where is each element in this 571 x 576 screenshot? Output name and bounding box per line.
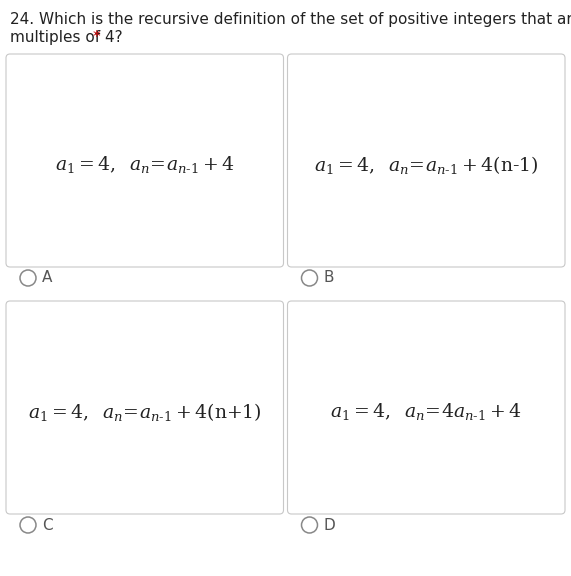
FancyBboxPatch shape xyxy=(288,301,565,514)
Text: B: B xyxy=(324,271,334,286)
Text: A: A xyxy=(42,271,53,286)
Text: $a_1 = 4, \;\; a_n\!=\!a_{n\text{-}1} + 4$: $a_1 = 4, \;\; a_n\!=\!a_{n\text{-}1} + … xyxy=(55,154,235,175)
Text: $a_1 = 4, \;\; a_n\!=\!a_{n\text{-}1} + 4(\text{n+1})$: $a_1 = 4, \;\; a_n\!=\!a_{n\text{-}1} + … xyxy=(28,400,262,423)
FancyBboxPatch shape xyxy=(6,301,283,514)
Text: C: C xyxy=(42,517,53,532)
FancyBboxPatch shape xyxy=(6,54,283,267)
Text: multiples of 4?: multiples of 4? xyxy=(10,30,127,45)
Circle shape xyxy=(301,517,317,533)
Text: D: D xyxy=(324,517,335,532)
Text: $a_1 = 4, \;\; a_n\!=\!a_{n\text{-}1} + 4(\text{n-1})$: $a_1 = 4, \;\; a_n\!=\!a_{n\text{-}1} + … xyxy=(314,154,538,176)
Circle shape xyxy=(301,270,317,286)
Text: *: * xyxy=(93,30,100,45)
Text: 24. Which is the recursive definition of the set of positive integers that are: 24. Which is the recursive definition of… xyxy=(10,12,571,27)
Text: $a_1 = 4, \;\; a_n\!=\!4a_{n\text{-}1} + 4$: $a_1 = 4, \;\; a_n\!=\!4a_{n\text{-}1} +… xyxy=(330,401,522,422)
FancyBboxPatch shape xyxy=(288,54,565,267)
Circle shape xyxy=(20,270,36,286)
Circle shape xyxy=(20,517,36,533)
